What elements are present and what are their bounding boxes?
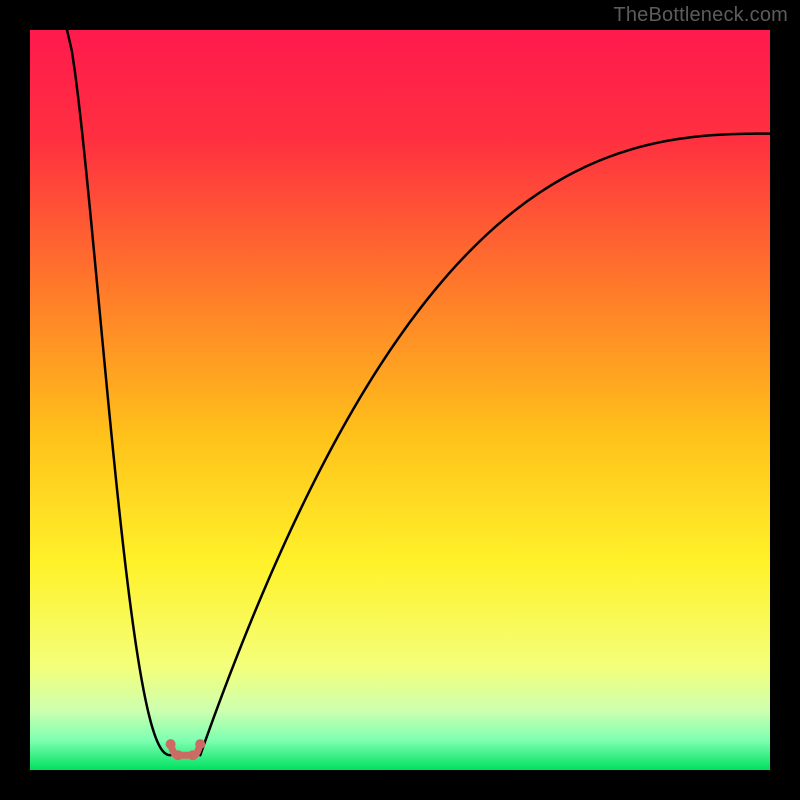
valley-knob-dot xyxy=(173,750,183,760)
valley-knob-dot xyxy=(188,750,198,760)
gradient-background xyxy=(30,30,770,770)
watermark-text: TheBottleneck.com xyxy=(613,4,788,27)
bottleneck-curve-chart xyxy=(0,0,800,800)
valley-knob-dot xyxy=(166,739,176,749)
chart-canvas: TheBottleneck.com xyxy=(0,0,800,800)
valley-knob-dot xyxy=(195,739,205,749)
